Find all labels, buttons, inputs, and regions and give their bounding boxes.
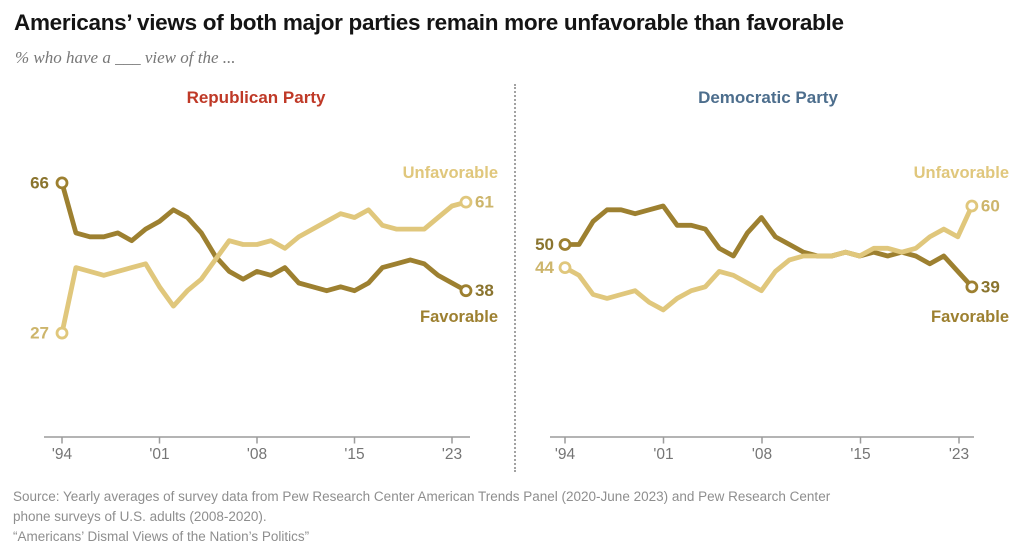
favorable-start-value-label: 50 (535, 235, 554, 254)
favorable-start-marker (558, 238, 572, 251)
favorable-start-marker (55, 176, 69, 190)
democratic-party-chart: '94 '01 '08 '15 '23 50 39 Favorable 44 60 Unfavora… (535, 164, 1009, 463)
source-line-2: phone surveys of U.S. adults (2008-2020)… (13, 509, 267, 524)
unfavorable-start-value-label: 27 (30, 324, 49, 343)
x-tick-label: '01 (149, 446, 169, 463)
favorable-start-value-label: 66 (30, 173, 49, 192)
x-tick-label: '08 (247, 446, 267, 463)
source-note: Source: Yearly averages of survey data f… (13, 487, 830, 547)
panel-divider (514, 84, 516, 472)
panel-title-democratic: Democratic Party (698, 88, 838, 107)
unfavorable-line (562, 203, 975, 313)
x-tick-label: '01 (653, 446, 673, 463)
republican-party-chart: '94 '01 '08 '15 '23 66 38 Favorable 27 61 Unfavora… (30, 164, 498, 463)
unfavorable-start-value-label: 44 (535, 258, 554, 277)
x-tick-label: '23 (442, 446, 462, 463)
favorable-end-marker (965, 280, 979, 294)
source-line-1: Source: Yearly averages of survey data f… (13, 489, 831, 504)
x-tick-label: '94 (52, 446, 73, 463)
x-tick-label: '08 (752, 446, 772, 463)
favorable-end-marker (459, 284, 473, 298)
unfavorable-series-label: Unfavorable (914, 164, 1009, 182)
unfavorable-start-marker (55, 326, 69, 340)
unfavorable-start-marker (558, 261, 572, 275)
favorable-line (59, 180, 469, 294)
unfavorable-end-value-label: 60 (981, 197, 1000, 216)
favorable-series-label: Favorable (420, 308, 498, 326)
favorable-series-label: Favorable (931, 308, 1009, 326)
x-tick-label: '15 (344, 446, 364, 463)
unfavorable-end-marker (965, 199, 979, 213)
x-tick-label: '15 (850, 446, 870, 463)
panel-title-republican: Republican Party (186, 88, 326, 107)
favorable-end-value-label: 39 (981, 277, 1000, 296)
page-title: Americans’ views of both major parties r… (14, 10, 844, 35)
unfavorable-series-label: Unfavorable (403, 164, 498, 182)
unfavorable-end-marker (459, 195, 473, 209)
x-tick-label: '23 (949, 446, 969, 463)
x-tick-label: '94 (555, 446, 576, 463)
report-title-quote: “Americans’ Dismal Views of the Nation’s… (13, 529, 310, 544)
favorable-line (562, 203, 975, 290)
unfavorable-end-value-label: 61 (475, 193, 494, 212)
unfavorable-line (59, 199, 469, 336)
chart-subtitle: % who have a ___ view of the ... (15, 48, 236, 67)
favorable-end-value-label: 38 (475, 281, 494, 300)
